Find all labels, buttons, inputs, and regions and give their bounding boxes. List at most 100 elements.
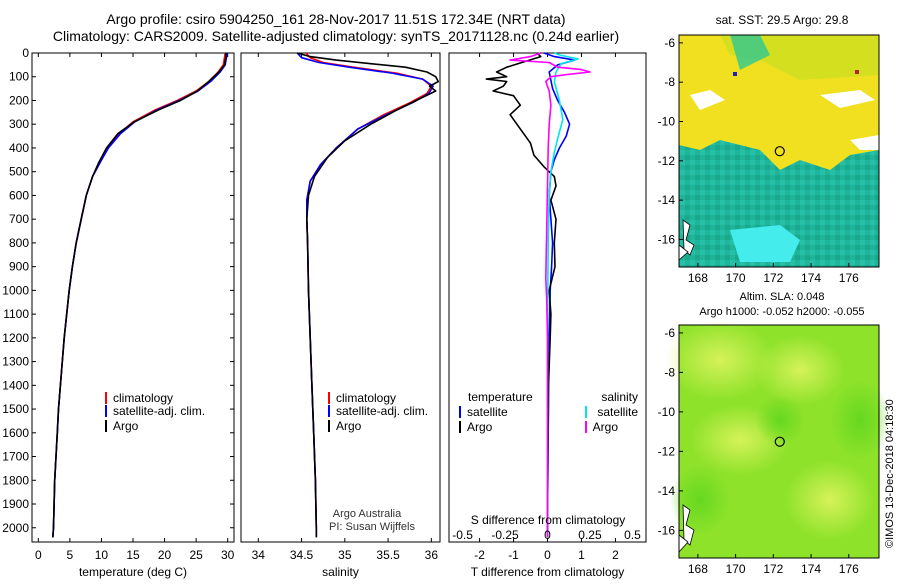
lon-tick-label: 176 (839, 271, 859, 285)
sla-high-blob (785, 460, 875, 540)
y-tick-label: 1900 (2, 497, 29, 511)
series-line-climatology (52, 52, 226, 538)
lat-tick-label: -8 (664, 365, 675, 379)
x-tick-label: 34.5 (290, 548, 314, 562)
y-tick-label: 300 (9, 117, 29, 131)
y-tick-label: 1300 (2, 355, 29, 369)
y-tick-label: 800 (9, 236, 29, 250)
y-tick-label: 2000 (2, 521, 29, 535)
x-tick-label: 20 (158, 548, 172, 562)
x-tick-label: 10 (95, 548, 109, 562)
sst-cyan-patch (730, 225, 800, 262)
x-tick-label: 30 (221, 548, 235, 562)
sla-map-title-2: Argo h1000: -0.052 h2000: -0.055 (699, 306, 864, 318)
series-line-s-argo (509, 52, 591, 538)
lon-tick-label: 176 (839, 562, 859, 576)
lat-tick-label: -16 (658, 523, 676, 537)
lon-tick-label: 168 (688, 271, 708, 285)
y-tick-label: 900 (9, 260, 29, 274)
sla-low-blob (755, 395, 805, 445)
legend-label-argo: Argo (113, 419, 139, 433)
y-tick-label: 400 (9, 141, 29, 155)
x-tick-label: -1 (508, 548, 519, 562)
y-tick-label: 1800 (2, 473, 29, 487)
x-tick-label: 2 (612, 548, 619, 562)
salinity-legend: climatology satellite-adj. clim. Argo (328, 391, 428, 433)
x-tick-label: 15 (126, 548, 140, 562)
s-diff-tick-label: -0.25 (491, 528, 519, 542)
x-axis-label: temperature (deg C) (79, 565, 187, 579)
sla-map: 168 170 172 174 176 -6 -8 -10 -12 -14 -16 (658, 320, 890, 576)
lat-tick-label: -10 (658, 405, 676, 419)
legend-label-argo: Argo (336, 419, 362, 433)
sla-map-frame (678, 324, 880, 559)
y-tick-label: 1400 (2, 378, 29, 392)
legend-label-satellite: satellite-adj. clim. (113, 404, 205, 418)
pi-annotation-line-2: PI: Susan Wijffels (329, 521, 415, 533)
lon-tick-label: 170 (726, 271, 746, 285)
y-tick-label: 0 (22, 46, 29, 60)
x-tick-label: 25 (189, 548, 203, 562)
legend-label-climatology: climatology (113, 391, 173, 405)
sst-map-ticks: 168 170 172 174 176 -6 -8 -10 -12 -14 -16 (658, 36, 859, 285)
x-tick-label: 36 (425, 548, 439, 562)
sst-map-title: sat. SST: 29.5 Argo: 29.8 (716, 13, 849, 27)
y-tick-label: 1000 (2, 283, 29, 297)
legend-label-t-satellite: satellite (467, 405, 508, 419)
s-difference-axis-title: S difference from climatology (471, 513, 626, 527)
y-tick-label: 1100 (3, 307, 29, 321)
y-tick-label: 700 (9, 212, 29, 226)
s-diff-tick-label: 0.25 (578, 528, 602, 542)
s-difference-tick-labels: -0.5 -0.25 0 0.25 0.5 (452, 528, 641, 542)
x-axis-label: salinity (322, 565, 359, 579)
lat-tick-label: -6 (664, 326, 675, 340)
legend-label-s-argo: Argo (593, 420, 619, 434)
y-tick-label: 100 (9, 70, 29, 84)
legend-label-climatology: climatology (336, 391, 396, 405)
lon-tick-label: 174 (801, 271, 821, 285)
pi-annotation-line-1: Argo Australia (333, 508, 402, 520)
x-tick-label: 0 (35, 548, 42, 562)
series-line-satellite-adj-clim- (52, 52, 228, 538)
y-tick-label: 500 (9, 165, 29, 179)
y-tick-label: 600 (9, 188, 29, 202)
x-tick-label: 35 (338, 548, 352, 562)
y-tick-label: 1500 (2, 402, 29, 416)
sst-cloud-gap (820, 90, 875, 108)
x-tick-label: 5 (67, 548, 74, 562)
s-diff-tick-label: 0.5 (624, 528, 641, 542)
y-tick-label: 1600 (2, 426, 29, 440)
series-line-argo (52, 53, 227, 538)
x-axis-label: T difference from climatology (471, 565, 625, 579)
temperature-legend: climatology satellite-adj. clim. Argo (105, 391, 205, 433)
sst-map-frame (678, 34, 880, 268)
temperature-profile-panel: 0100200300400500600700800900100011001200… (2, 46, 234, 579)
difference-profile-panel: -2 -1 0 1 2 T difference from climatology (448, 52, 647, 579)
x-tick-label: -2 (474, 548, 485, 562)
lat-tick-label: -10 (658, 115, 676, 129)
x-tick-label: 35.5 (376, 548, 400, 562)
lon-tick-label: 168 (688, 562, 708, 576)
sla-map-title-1: Altim. SLA: 0.048 (740, 291, 825, 303)
sla-argo-float-marker (774, 436, 785, 447)
sla-map-ticks: 168 170 172 174 176 -6 -8 -10 -12 -14 -16 (658, 326, 859, 576)
lat-tick-label: -12 (658, 444, 676, 458)
sst-cloud-gap (850, 135, 879, 150)
sla-high-blob (755, 335, 845, 405)
sla-high-blob (665, 320, 775, 400)
lon-tick-label: 172 (763, 562, 783, 576)
sst-pixel (733, 72, 737, 76)
series-line-argo (296, 52, 440, 538)
sst-cool-patch (730, 35, 770, 70)
series-line-t-argo (485, 52, 557, 538)
lat-tick-label: -16 (658, 232, 676, 246)
lat-tick-label: -6 (664, 36, 675, 50)
legend-label-satellite: satellite-adj. clim. (336, 404, 428, 418)
lon-tick-label: 174 (801, 562, 821, 576)
series-line-satellite-adj-clim- (296, 52, 434, 538)
title-line-2: Climatology: CARS2009. Satellite-adjuste… (53, 28, 619, 44)
plot-frame (31, 52, 235, 543)
sst-argo-float-marker (774, 146, 785, 157)
